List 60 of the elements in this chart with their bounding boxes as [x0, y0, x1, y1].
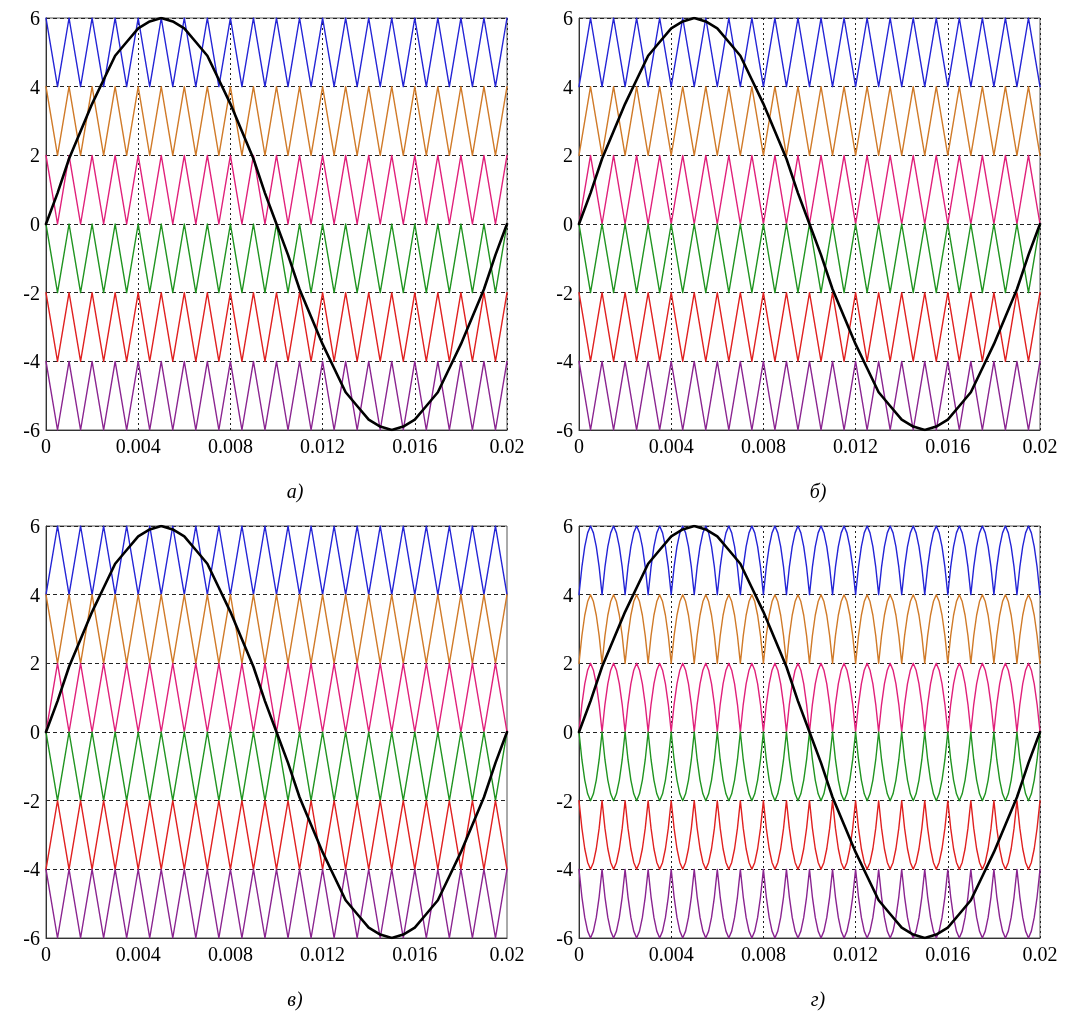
- y-tick-label: 4: [30, 75, 40, 98]
- line-series: [578, 799, 1041, 871]
- text: б): [809, 480, 827, 503]
- y-tick-label: -4: [556, 858, 573, 881]
- y-tick-label: 4: [563, 75, 573, 98]
- text: г): [810, 988, 826, 1011]
- text: а): [286, 480, 304, 503]
- x-tick-label: 0.004: [115, 943, 161, 965]
- x-tick-label: 0.012: [833, 435, 879, 457]
- y-tick-label: -6: [556, 927, 573, 949]
- y-tick-label: -6: [23, 927, 40, 949]
- x-tick-label: 0.02: [1022, 435, 1058, 457]
- y-tick-label: -4: [23, 350, 40, 373]
- y-tick-label: 2: [563, 652, 573, 675]
- y-tick-label: -6: [23, 419, 40, 441]
- y-tick-label: 2: [30, 652, 40, 675]
- y-tick-label: -2: [23, 281, 40, 304]
- x-tick-label: 0.008: [207, 943, 253, 965]
- x-tick-label: 0.012: [300, 943, 346, 965]
- y-tick-label: 0: [30, 721, 40, 743]
- y-tick-label: 6: [563, 7, 573, 29]
- line-series: [578, 731, 1041, 802]
- x-tick-label: 0.012: [300, 435, 346, 457]
- x-tick-label: 0.016: [925, 943, 971, 965]
- y-tick-label: -4: [23, 858, 40, 881]
- x-tick-label: 0.02: [1022, 943, 1058, 965]
- line-series: [44, 524, 509, 940]
- line-series: [44, 16, 509, 432]
- x-tick-label: 0.016: [392, 435, 438, 457]
- x-tick-label: 0.02: [489, 435, 525, 457]
- y-tick-label: 4: [30, 583, 40, 606]
- x-tick-label: 0.016: [392, 943, 438, 965]
- y-tick-label: -2: [556, 281, 573, 304]
- x-tick-label: 0.008: [207, 435, 253, 457]
- y-tick-label: -4: [556, 350, 573, 373]
- y-tick-label: -2: [556, 789, 573, 812]
- x-tick-label: 0.004: [648, 943, 694, 965]
- y-tick-label: 0: [563, 213, 573, 235]
- y-tick-label: -2: [23, 789, 40, 812]
- y-tick-label: 0: [563, 721, 573, 743]
- x-tick-label: 0.012: [833, 943, 879, 965]
- y-tick-label: 2: [563, 144, 573, 167]
- x-tick-label: 0.004: [648, 435, 694, 457]
- x-tick-label: 0.02: [489, 943, 525, 965]
- y-tick-label: 2: [30, 144, 40, 167]
- y-tick-label: 0: [30, 213, 40, 235]
- line-series: [577, 16, 1042, 432]
- text: в): [287, 988, 304, 1011]
- y-tick-label: 6: [30, 7, 40, 29]
- x-tick-label: 0.016: [925, 435, 971, 457]
- line-series: [578, 662, 1041, 733]
- y-tick-label: 6: [563, 515, 573, 537]
- x-tick-label: 0.008: [740, 943, 786, 965]
- y-tick-label: -6: [556, 419, 573, 441]
- line-series: [578, 593, 1041, 665]
- y-tick-label: 4: [563, 583, 573, 606]
- line-series: [577, 524, 1042, 940]
- x-tick-label: 0.004: [115, 435, 161, 457]
- x-tick-label: 0.008: [740, 435, 786, 457]
- y-tick-label: 6: [30, 515, 40, 537]
